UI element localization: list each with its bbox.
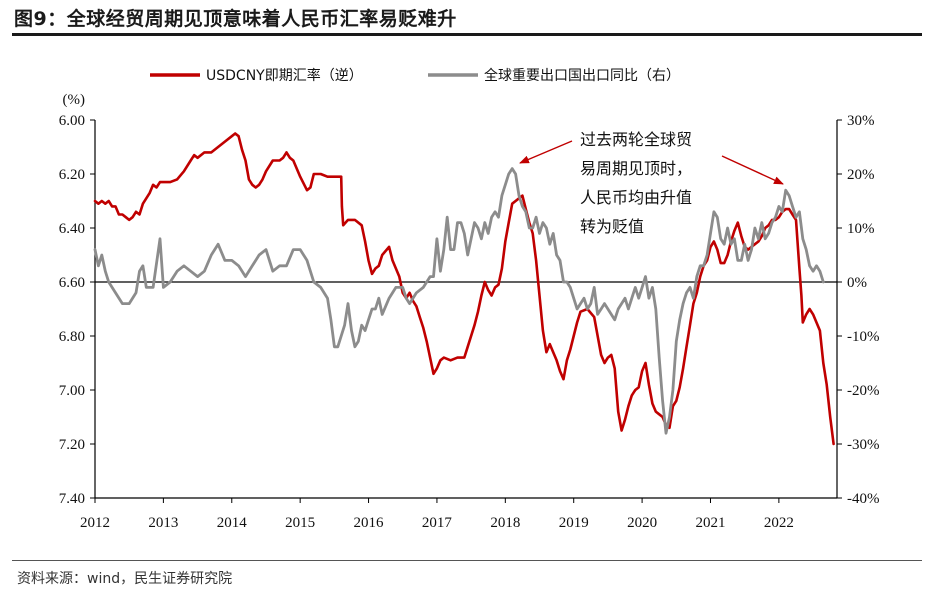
figure-title: 图9：全球经贸周期见顶意味着人民币汇率易贬难升 bbox=[14, 8, 457, 30]
x-tick-label: 2013 bbox=[148, 515, 178, 531]
left-tick-label: 7.40 bbox=[59, 491, 85, 507]
right-tick-label: 10% bbox=[847, 221, 875, 237]
legend-label-exports: 全球重要出口国出口同比（右） bbox=[484, 67, 680, 84]
left-tick-label: 6.00 bbox=[59, 113, 85, 129]
right-tick-label: -10% bbox=[847, 329, 880, 345]
legend-label-usdcny: USDCNY即期汇率（逆） bbox=[206, 67, 363, 84]
right-tick-label: 0% bbox=[847, 275, 867, 291]
right-tick-label: -30% bbox=[847, 437, 880, 453]
axes-layer: 6.00 6.20 6.40 6.60 6.80 7.00 7.20 7.40 (%) 30% 20… bbox=[59, 92, 880, 531]
chart-svg: 6.00 6.20 6.40 6.60 6.80 7.00 7.20 7.40 (%) 30% 20… bbox=[59, 67, 880, 531]
left-axis-unit: (%) bbox=[63, 92, 86, 108]
x-tick-label: 2018 bbox=[490, 515, 520, 531]
x-tick-label: 2012 bbox=[80, 515, 110, 531]
x-tick-label: 2021 bbox=[695, 515, 725, 531]
x-tick-label: 2022 bbox=[764, 515, 794, 531]
left-tick-label: 6.60 bbox=[59, 275, 85, 291]
left-tick-label: 6.80 bbox=[59, 329, 85, 345]
x-tick-label: 2017 bbox=[422, 515, 453, 531]
title-rule bbox=[12, 33, 922, 36]
right-tick-label: -40% bbox=[847, 491, 880, 507]
right-tick-label: 30% bbox=[847, 113, 875, 129]
annotation-text-line: 易周期见顶时， bbox=[580, 159, 692, 178]
annotation-text-line: 过去两轮全球贸 bbox=[580, 130, 692, 149]
source-note: 资料来源：wind，民生证券研究院 bbox=[17, 571, 233, 587]
x-tick-label: 2014 bbox=[217, 515, 248, 531]
x-tick-label: 2020 bbox=[627, 515, 657, 531]
footer-rule bbox=[12, 560, 922, 561]
legend: USDCNY即期汇率（逆） 全球重要出口国出口同比（右） bbox=[150, 67, 680, 84]
annotation-arrow-left bbox=[519, 140, 573, 164]
left-tick-label: 6.40 bbox=[59, 221, 85, 237]
annotation-text-line: 人民币均由升值 bbox=[580, 188, 692, 207]
annotation-text-line: 转为贬值 bbox=[580, 217, 644, 236]
annotation-arrow-right bbox=[721, 155, 784, 185]
left-tick-label: 6.20 bbox=[59, 167, 85, 183]
left-tick-label: 7.20 bbox=[59, 437, 85, 453]
series-line-exports bbox=[93, 167, 825, 435]
left-tick-label: 7.00 bbox=[59, 383, 85, 399]
series-layer bbox=[93, 132, 835, 446]
right-tick-label: 20% bbox=[847, 167, 875, 183]
right-tick-label: -20% bbox=[847, 383, 880, 399]
x-tick-label: 2015 bbox=[285, 515, 315, 531]
x-tick-label: 2019 bbox=[559, 515, 589, 531]
x-tick-label: 2016 bbox=[354, 515, 385, 531]
series-line-usdcny bbox=[93, 132, 835, 446]
